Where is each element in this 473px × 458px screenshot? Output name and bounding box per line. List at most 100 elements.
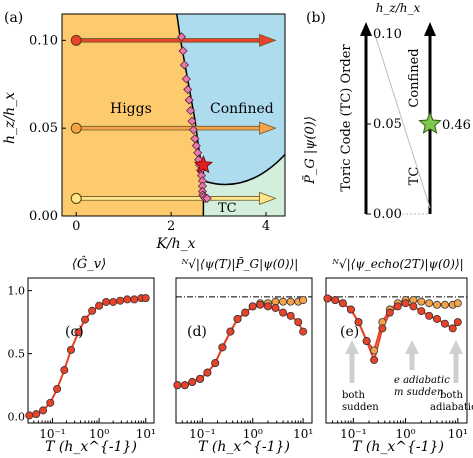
- x-tick-label: 10⁰: [243, 427, 263, 441]
- x-tick-label: 4: [262, 219, 270, 234]
- x-tick-label: 10⁻¹: [39, 427, 65, 441]
- series-2-point: [425, 311, 434, 320]
- panel-c: ⟨Ĝ_v⟩ 10⁻¹ 10⁰ 10¹ 0.0 0.5 1.0 (c) T (h_x^{-1…: [8, 255, 156, 455]
- b-tick-label: 0.10: [373, 27, 402, 42]
- series-2-point: [233, 314, 242, 323]
- series-2-point: [362, 337, 371, 346]
- critical-point: [188, 125, 198, 135]
- critical-point: [186, 106, 196, 116]
- series-2-point: [180, 381, 189, 390]
- y-tick-label: 0.10: [29, 33, 58, 48]
- parameter-arrows: [70, 33, 277, 206]
- x-tick-label: 10¹: [448, 427, 468, 441]
- series-1-point: [81, 315, 90, 324]
- series-2-point: [294, 318, 303, 327]
- region-label-higgs: Higgs: [110, 101, 152, 117]
- critical-point: [183, 84, 193, 95]
- panel-a: 0 2 4 0.00 0.05 0.10 (a) Higgs Confined TC K…: [2, 10, 286, 252]
- critical-point: [184, 95, 194, 105]
- panel-c-ticks: 10⁻¹ 10⁰ 10¹ 0.0 0.5 1.0: [8, 285, 156, 441]
- series-1-point: [123, 295, 132, 304]
- panel-c-series-line: [29, 297, 146, 417]
- series-1-point: [299, 296, 308, 305]
- series-2-point: [241, 308, 250, 317]
- panel-d-series-2-points: [173, 300, 308, 390]
- series-1-point: [46, 398, 55, 407]
- panel-c-xlabel: T (h_x^{-1}): [45, 439, 137, 455]
- series-1-point: [95, 301, 104, 310]
- y-tick-label: 0.05: [29, 121, 58, 136]
- x-tick-label: 10⁰: [89, 427, 109, 441]
- annotation-arrows: [345, 340, 463, 383]
- series-2-point: [354, 318, 363, 327]
- panel-d-ticks: 10⁻¹ 10⁰ 10¹: [181, 418, 313, 441]
- x-tick-label: 10⁻¹: [340, 427, 366, 441]
- panel-d-xlabel: T (h_x^{-1}): [198, 439, 290, 455]
- series-1-point: [453, 299, 462, 308]
- critical-point: [179, 60, 189, 70]
- series-2-point: [256, 300, 265, 309]
- critical-star-shape: [193, 155, 214, 174]
- series-2-point: [263, 302, 272, 311]
- critical-point: [202, 193, 212, 204]
- critical-point: [178, 46, 188, 56]
- series-2-point: [346, 305, 355, 314]
- region-label-tc: TC: [218, 201, 237, 216]
- series-2-point: [409, 302, 418, 311]
- arrow-0-head: [259, 33, 277, 47]
- series-2-point: [211, 359, 220, 368]
- series-2-point: [286, 311, 295, 320]
- transition-star-shape: [418, 111, 442, 134]
- series-1-point: [425, 299, 434, 308]
- annotation-e-adiabatic-2: m sudden: [394, 387, 443, 398]
- b-tick-label: 0.05: [373, 117, 402, 132]
- critical-points: [177, 32, 212, 204]
- series-1-point: [370, 346, 379, 355]
- x-tick-label: 10¹: [293, 427, 313, 441]
- critical-point: [181, 74, 191, 84]
- panel-c-title: ⟨Ĝ_v⟩: [72, 255, 106, 272]
- series-1-point: [39, 406, 48, 415]
- series-1-point: [433, 300, 442, 309]
- series-2-point: [401, 299, 410, 308]
- arrow-2-head: [259, 191, 277, 206]
- mapping-line: [375, 37, 431, 209]
- series-1-point: [74, 328, 83, 337]
- series-1-point: [102, 297, 111, 306]
- series-1-point: [32, 410, 41, 419]
- annotation-both-adiabatic-2: adiabatic: [430, 402, 473, 413]
- panel-e-frame: [325, 277, 468, 424]
- x-tick-label: 2: [167, 219, 175, 234]
- panel-a-ylabel: h_z/h_x: [2, 92, 18, 144]
- panel-e-ticks: 10⁻¹ 10⁰ 10¹: [332, 418, 468, 441]
- y-tick-label: 1.0: [8, 285, 26, 298]
- x-tick-label: 10⁰: [396, 427, 416, 441]
- series-1-point: [279, 297, 288, 306]
- series-1-point: [116, 296, 125, 305]
- x-tick-label: 0: [72, 219, 80, 234]
- panel-label-d: (d): [187, 324, 207, 340]
- right-bar-top-label: Confined: [407, 48, 422, 107]
- series-1-point: [66, 345, 75, 354]
- panel-e-xlabel: T (h_x^{-1}): [352, 439, 444, 455]
- y-tick-label: 0.00: [29, 209, 58, 224]
- critical-point: [177, 32, 187, 42]
- arrow-1-head: [259, 121, 277, 135]
- annotation-both-sudden-1: both: [342, 390, 365, 401]
- panel-a-xlabel: K/h_x: [155, 236, 195, 252]
- series-2-point: [393, 302, 402, 311]
- series-1-point: [25, 411, 34, 420]
- panel-a-yticks: 0.00 0.05 0.10: [29, 33, 66, 224]
- series-2-point: [385, 308, 394, 317]
- critical-star: [193, 155, 214, 174]
- y-tick-label: 0.0: [8, 411, 26, 424]
- region-label-confined: Confined: [210, 101, 274, 117]
- series-1-point: [53, 384, 62, 393]
- panel-d-series-1-points: [173, 296, 308, 390]
- panel-a-frame: [61, 13, 286, 217]
- series-2-point: [279, 308, 288, 317]
- critical-point: [187, 116, 197, 126]
- panel-c-frame: [27, 277, 155, 424]
- series-2-point: [248, 302, 257, 311]
